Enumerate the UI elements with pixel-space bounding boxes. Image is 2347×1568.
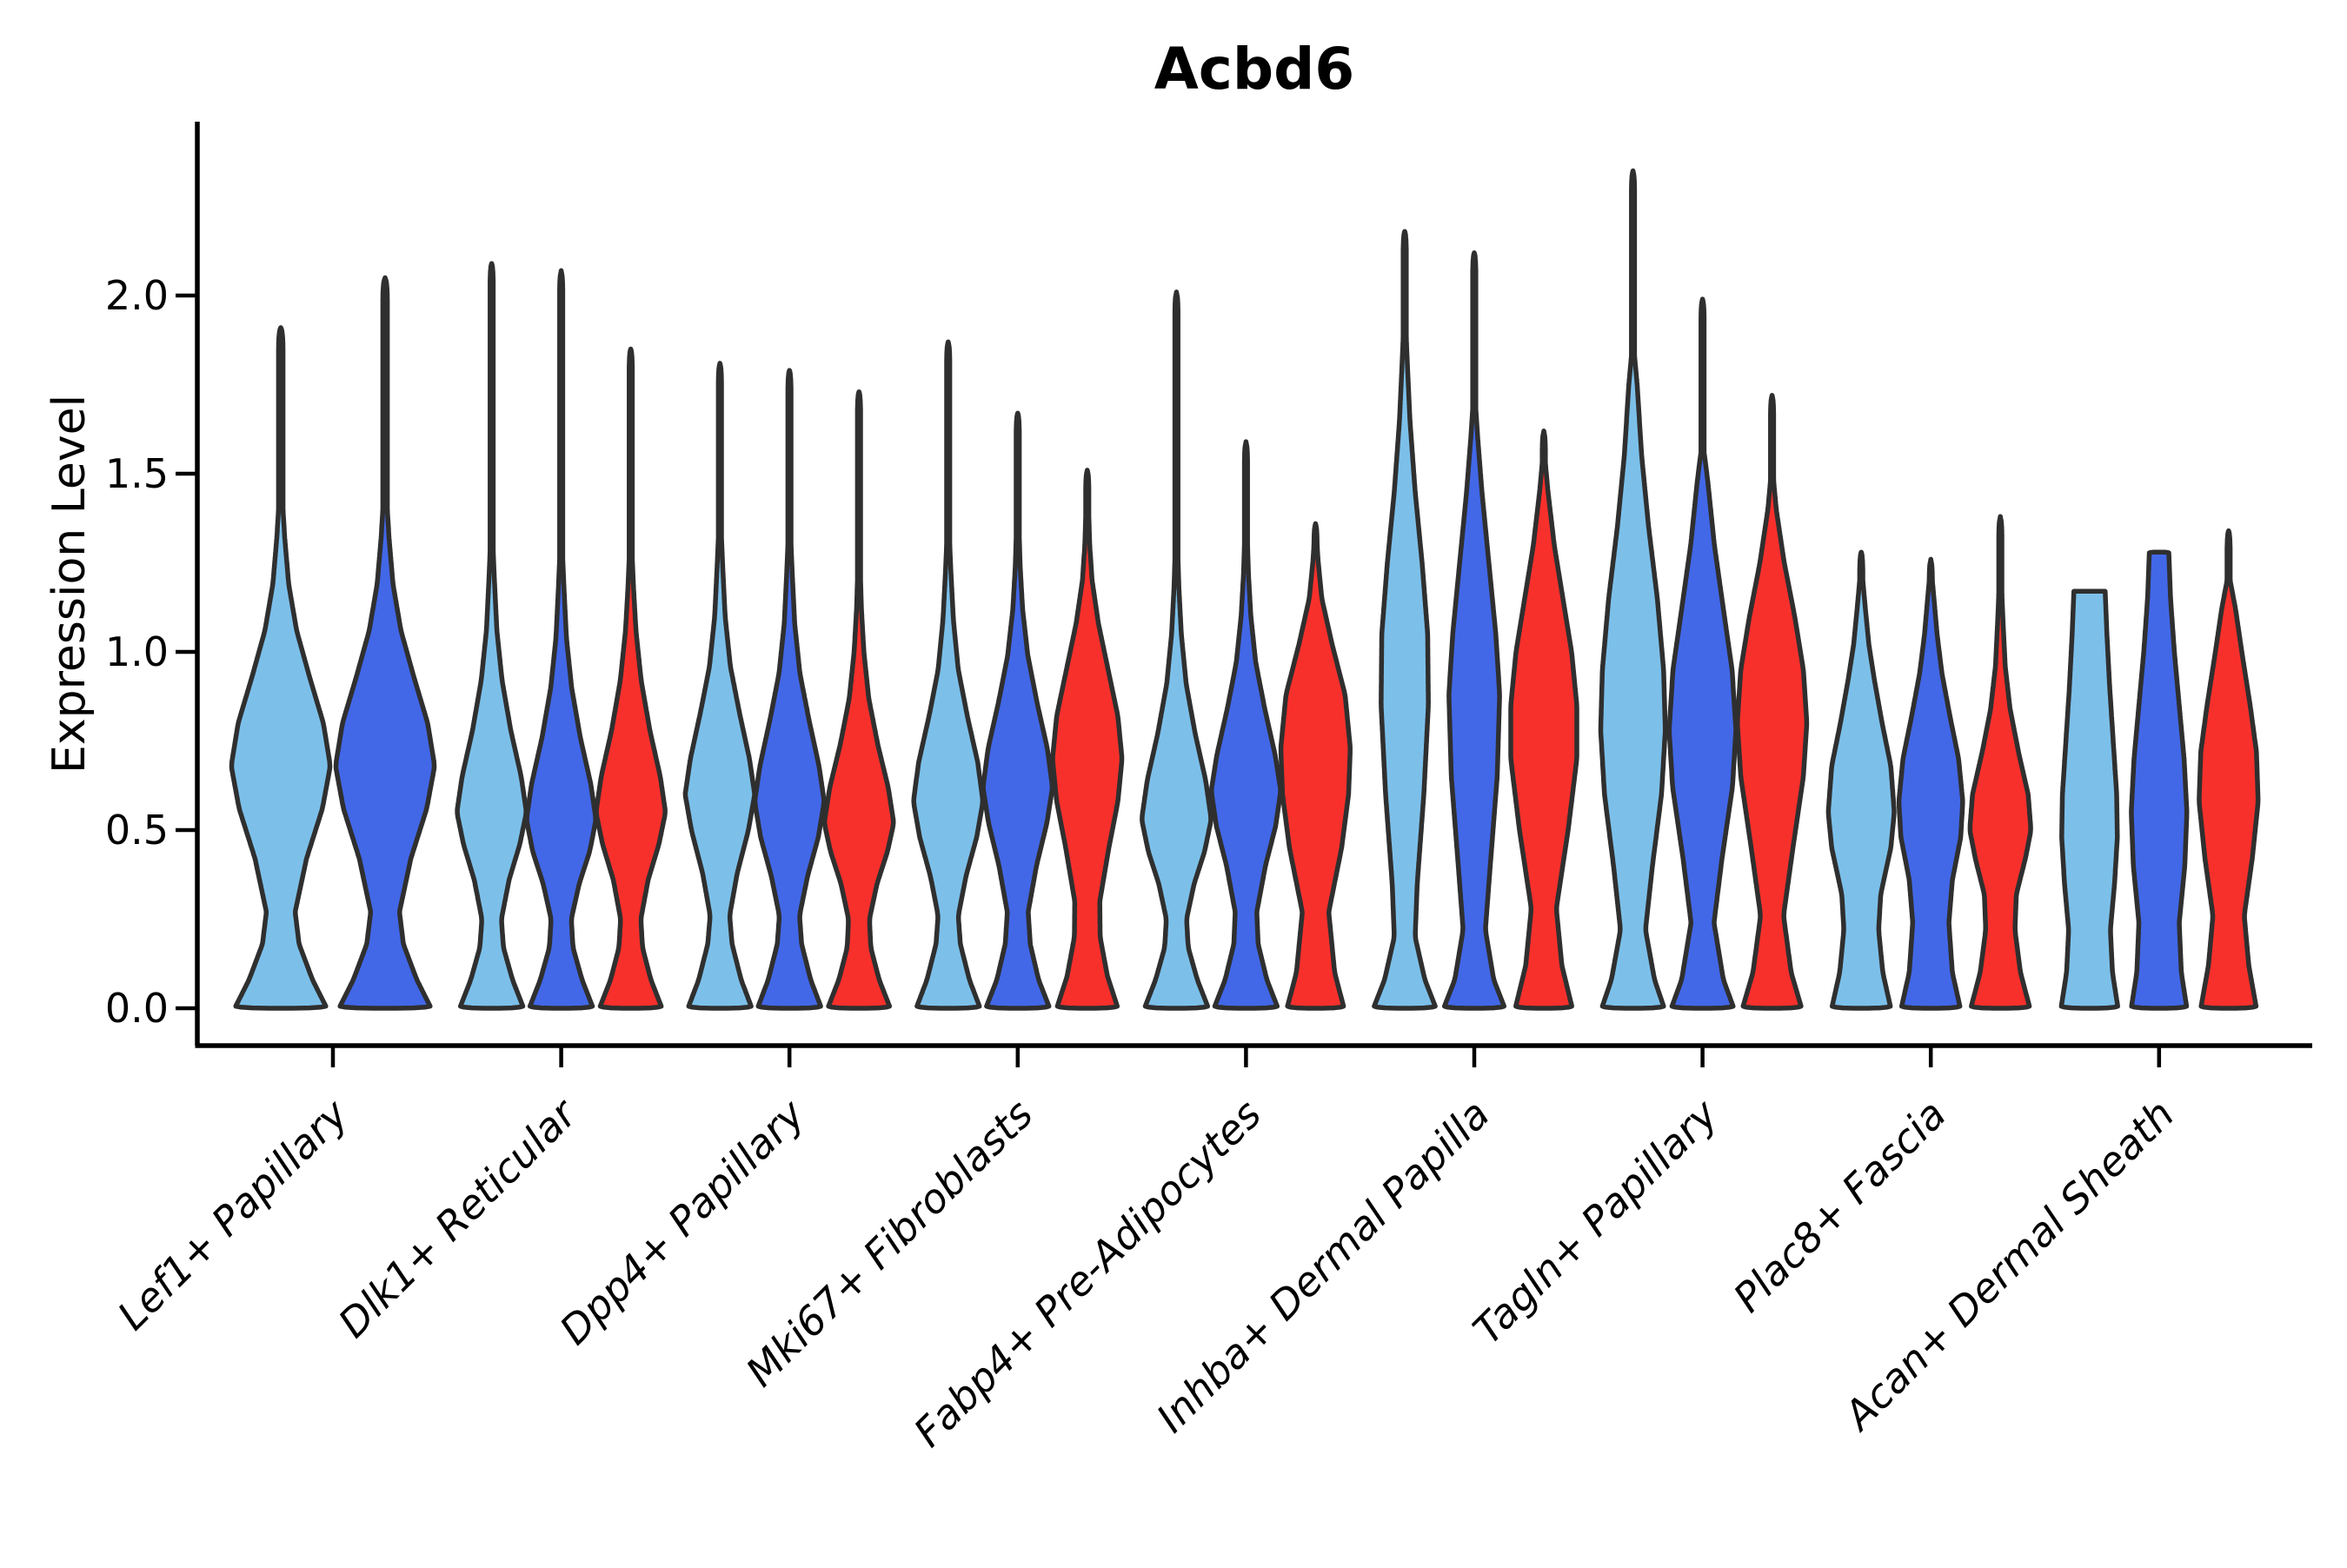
x-tick-label: Dlk1+ Reticular xyxy=(329,1088,588,1346)
violin-7-red xyxy=(1967,514,2033,1011)
violin-6-dark_blue xyxy=(1666,296,1739,1011)
violin-8-red xyxy=(2197,528,2261,1011)
violin-0-dark_blue xyxy=(333,275,437,1011)
axis-labels: Acbd6 Expression Level xyxy=(43,36,1354,774)
y-axis-label: Expression Level xyxy=(43,395,96,774)
violin-0-light_blue xyxy=(229,325,333,1011)
violin-1-light_blue xyxy=(455,261,529,1011)
violin-5-light_blue xyxy=(1372,229,1438,1011)
violin-3-light_blue xyxy=(911,339,986,1011)
violin-6-red xyxy=(1735,393,1810,1011)
x-tick-label: Dpp4+ Papillary xyxy=(550,1090,814,1353)
y-tick-label: 1.0 xyxy=(105,628,169,675)
x-tick-label: Tagln+ Papillary xyxy=(1464,1090,1727,1353)
y-tick-label: 2.0 xyxy=(105,272,169,319)
violin-8-light_blue xyxy=(2058,588,2120,1011)
violin-3-red xyxy=(1050,468,1125,1011)
plot-title: Acbd6 xyxy=(1154,36,1355,103)
violin-2-light_blue xyxy=(682,361,757,1011)
violin-3-dark_blue xyxy=(981,410,1055,1011)
violin-2-dark_blue xyxy=(752,368,827,1011)
x-tick-label: Plac8+ Fascia xyxy=(1725,1091,1955,1321)
x-tick-label: Lef1+ Papillary xyxy=(109,1090,357,1339)
violin-1-red xyxy=(594,346,668,1011)
violin-7-dark_blue xyxy=(1896,556,1965,1011)
violin-2-red xyxy=(821,389,896,1011)
violin-4-light_blue xyxy=(1140,289,1213,1011)
violin-8-dark_blue xyxy=(2129,549,2190,1011)
violin-1-dark_blue xyxy=(524,268,598,1011)
y-tick-label: 1.5 xyxy=(105,450,169,497)
violins xyxy=(229,168,2261,1011)
violin-5-dark_blue xyxy=(1441,250,1507,1011)
y-tick-label: 0.5 xyxy=(105,807,169,854)
violin-5-red xyxy=(1508,429,1579,1011)
y-tick-label: 0.0 xyxy=(105,985,169,1032)
violin-4-red xyxy=(1278,521,1353,1011)
violin-6-light_blue xyxy=(1598,168,1668,1011)
violin-4-dark_blue xyxy=(1209,439,1283,1011)
violin-7-light_blue xyxy=(1825,549,1897,1011)
